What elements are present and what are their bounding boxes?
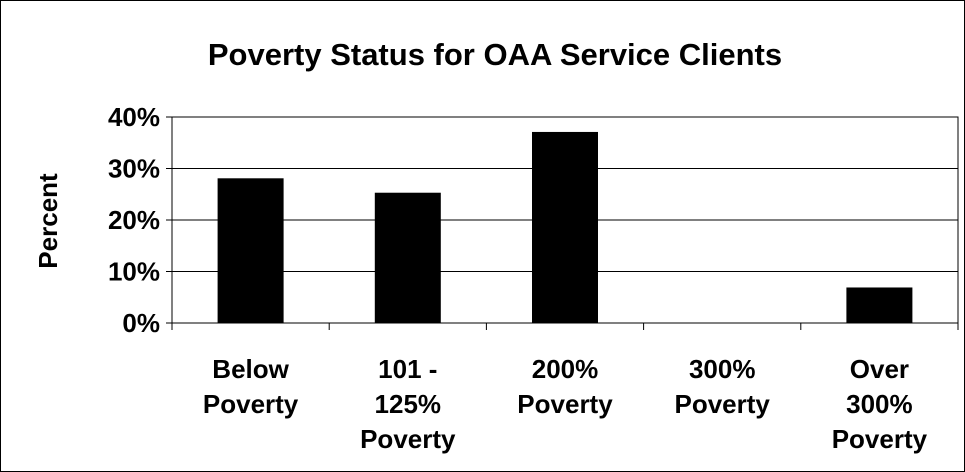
y-tick-label: 40% [108,102,160,132]
plot-area-border [171,116,959,324]
bars [217,131,913,324]
bar [374,192,441,324]
x-tick-label: 200% Poverty [517,354,613,419]
y-tick-labels: 0% 10% 20% 30% 40% [108,102,160,338]
x-tick-label: 300% Poverty [675,354,771,419]
bar [846,287,913,324]
y-tick-label: 0% [122,308,160,338]
y-axis-label: Percent [33,173,63,269]
x-tick-label: Over 300% Poverty [832,354,928,454]
y-tick-label: 30% [108,154,160,184]
bar [532,131,598,324]
axes [166,116,959,330]
y-tick-label: 10% [108,257,160,287]
y-tick-label: 20% [108,205,160,235]
x-tick-label: Below Poverty [203,354,299,419]
x-tick-labels: Below Poverty 101 -125% Poverty 200% Poverty 3… [203,354,928,454]
x-tick-label: 101 -125% Poverty [360,354,456,454]
chart-title: Poverty Status for OAA Service Clients [208,37,782,72]
bar [217,178,284,324]
